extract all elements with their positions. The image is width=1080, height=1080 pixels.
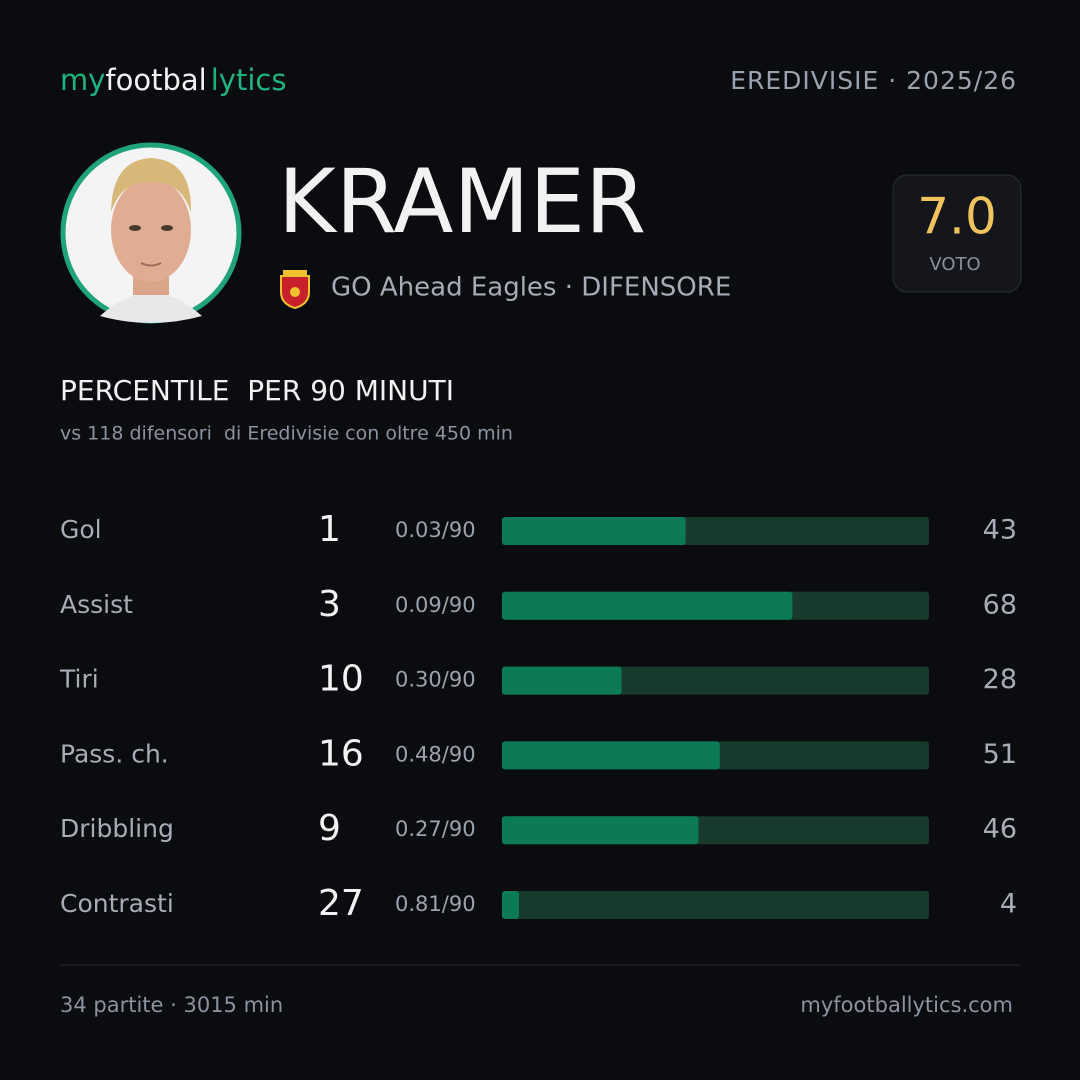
brand-part: lytics	[211, 63, 287, 97]
section-subtitle: vs 118 difensori di Eredivisie con oltre…	[60, 423, 513, 445]
rating-label: VOTO	[929, 254, 980, 275]
stat-total: 3	[318, 584, 341, 625]
player-name: KRAMER	[278, 150, 646, 253]
stat-total: 1	[318, 509, 341, 550]
bar	[502, 666, 622, 695]
stat-total: 16	[318, 733, 364, 774]
bar	[502, 816, 699, 845]
club-badge	[280, 270, 310, 310]
stat-label: Gol	[60, 515, 102, 544]
stat-label: Assist	[60, 590, 133, 619]
stat-per90: 0.27/90	[395, 817, 476, 841]
bar	[502, 591, 793, 620]
avatar	[60, 142, 242, 324]
bar	[502, 891, 520, 919]
bar-track	[502, 891, 929, 919]
rating: 7.0	[917, 188, 997, 246]
stat-per90: 0.81/90	[395, 892, 476, 916]
stat-per90: 0.03/90	[395, 518, 476, 542]
stat-label: Tiri	[59, 665, 99, 694]
brand-part: my	[60, 63, 105, 97]
footer-site: myfootballytics.com	[800, 993, 1013, 1017]
brand-part: footbal	[105, 63, 206, 97]
brand-logo: myfootbal lytics	[60, 63, 286, 97]
stat-label: Contrasti	[60, 889, 174, 918]
stat-rows: Gol 1 0.03/90 43 Assist 3 0.09/90 68 Tiri 10 0.30/…	[59, 509, 1017, 924]
stat-per90: 0.09/90	[395, 593, 476, 617]
stat-percentile: 4	[1000, 889, 1017, 920]
stat-per90: 0.48/90	[395, 742, 476, 766]
player-team: GO Ahead Eagles · DIFENSORE	[331, 273, 731, 303]
stat-percentile: 51	[983, 739, 1017, 770]
stat-percentile: 28	[983, 664, 1017, 695]
stat-percentile: 68	[983, 589, 1017, 620]
stat-total: 10	[318, 659, 364, 700]
league: EREDIVISIE · 2025/26	[730, 66, 1017, 95]
stat-total: 27	[318, 883, 364, 924]
stat-percentile: 46	[983, 814, 1017, 845]
stat-label: Pass. ch.	[60, 739, 169, 768]
section-title: PERCENTILE PER 90 MINUTI	[60, 374, 454, 407]
footer-matches: 34 partite · 3015 min	[60, 993, 283, 1017]
bar	[502, 517, 686, 545]
stat-percentile: 43	[983, 515, 1017, 546]
rating-box	[892, 174, 1022, 293]
bar	[502, 741, 720, 770]
stat-per90: 0.30/90	[395, 668, 476, 692]
stat-label: Dribbling	[60, 814, 174, 843]
stat-total: 9	[318, 808, 341, 849]
